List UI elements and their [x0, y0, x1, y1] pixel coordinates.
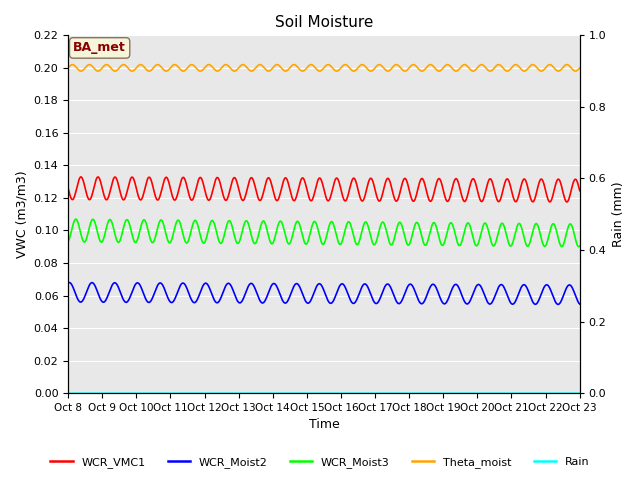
Legend: WCR_VMC1, WCR_Moist2, WCR_Moist3, Theta_moist, Rain: WCR_VMC1, WCR_Moist2, WCR_Moist3, Theta_… [46, 452, 594, 472]
X-axis label: Time: Time [308, 419, 339, 432]
Title: Soil Moisture: Soil Moisture [275, 15, 373, 30]
Y-axis label: Rain (mm): Rain (mm) [612, 181, 625, 247]
Y-axis label: VWC (m3/m3): VWC (m3/m3) [15, 170, 28, 258]
Text: BA_met: BA_met [73, 41, 126, 54]
